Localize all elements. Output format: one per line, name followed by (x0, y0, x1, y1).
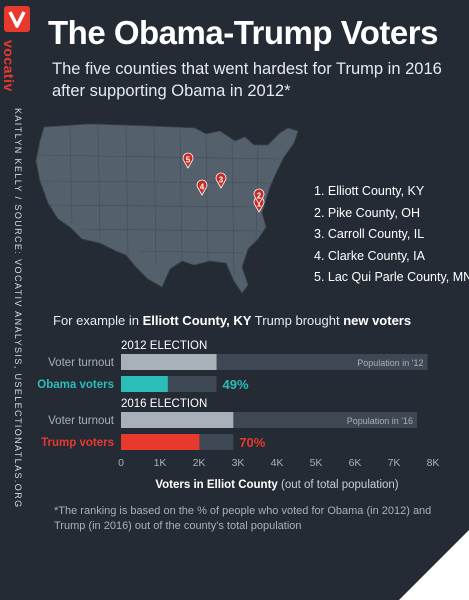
x-tick-label: 1K (154, 457, 167, 469)
percent-label: 49% (223, 377, 249, 392)
turnout-bar (121, 412, 234, 428)
row-label: Obama voters (37, 379, 114, 391)
county-marker-5: 5 (182, 152, 194, 169)
row-label: Voter turnout (48, 415, 115, 427)
voters-bar-chart: 2012 ELECTION Voter turnout Population in … (37, 340, 440, 491)
example-prefix: For example in (53, 313, 143, 328)
county-marker-label: 3 (219, 176, 224, 185)
example-emph: new voters (343, 313, 412, 328)
legend-item: 4. Clarke County, IA (314, 248, 425, 263)
group-title: 2012 ELECTION (121, 340, 207, 352)
county-marker-label: 5 (186, 156, 191, 165)
page-title: The Obama-Trump Voters (48, 14, 438, 51)
x-tick-label: 6K (349, 457, 362, 469)
x-tick-label: 2K (193, 457, 206, 469)
population-label: Population in '12 (357, 358, 423, 368)
footnote: *The ranking is based on the % of people… (54, 505, 432, 532)
turnout-bar (121, 354, 217, 370)
x-axis-label: Voters in Elliot County (out of total po… (155, 479, 398, 491)
row-label: Voter turnout (48, 357, 115, 369)
brand-sidebar: vocativ KAITLYN KELLY / SOURCE: VOCATIV … (0, 0, 33, 600)
corner-decoration (399, 530, 469, 600)
vocativ-logo-icon (4, 6, 30, 32)
candidate-voters-bar (121, 434, 200, 450)
county-marker-2: 2 (253, 188, 265, 205)
x-tick-label: 3K (232, 457, 245, 469)
group-title: 2016 ELECTION (121, 398, 207, 410)
county-marker-3: 3 (215, 172, 227, 189)
percent-label: 70% (239, 435, 265, 450)
page-subtitle: The five counties that went hardest for … (52, 60, 442, 100)
x-tick-label: 7K (388, 457, 401, 469)
brand-name: vocativ (1, 40, 17, 92)
example-middle: Trump brought (251, 313, 344, 328)
x-tick-label: 8K (427, 457, 440, 469)
legend-item: 1. Elliott County, KY (314, 184, 425, 198)
row-label: Trump voters (41, 437, 114, 449)
x-tick-label: 5K (310, 457, 323, 469)
legend-item: 3. Carroll County, IL (314, 227, 425, 242)
example-sentence: For example in Elliott County, KY Trump … (53, 313, 411, 328)
candidate-voters-bar (121, 376, 168, 392)
x-tick-label: 4K (271, 457, 284, 469)
population-label: Population in '16 (347, 416, 413, 426)
x-tick-label: 0 (118, 457, 124, 469)
county-marker-label: 4 (200, 183, 205, 192)
county-legend: 1. Elliott County, KY 2. Pike County, OH… (314, 181, 469, 289)
us-map: 12345 (35, 123, 299, 294)
legend-item: 2. Pike County, OH (314, 205, 421, 220)
legend-item: 5. Lac Qui Parle County, MN (314, 270, 469, 285)
county-marker-4: 4 (196, 179, 208, 196)
county-marker-label: 2 (257, 192, 262, 201)
example-county: Elliott County, KY (142, 313, 252, 328)
